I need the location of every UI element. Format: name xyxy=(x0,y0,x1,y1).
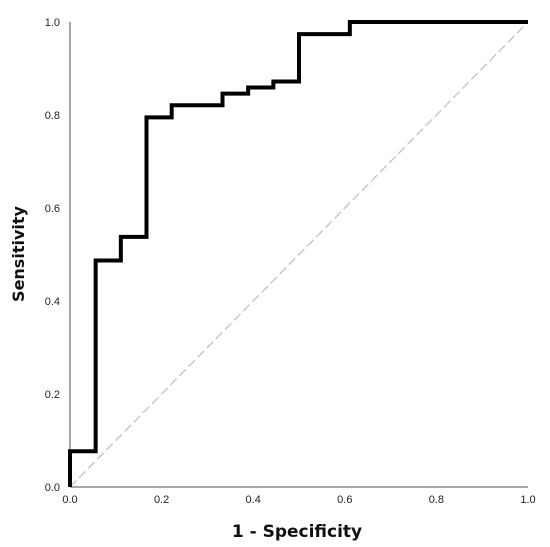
x-tick-label: 0.4 xyxy=(246,494,261,506)
y-tick-label: 0.2 xyxy=(45,389,60,401)
y-axis-title: Sensitivity xyxy=(9,205,28,301)
y-tick-label: 0.6 xyxy=(45,203,60,215)
x-axis-title: 1 - Specificity xyxy=(232,522,362,542)
y-tick-labels: 0.0 0.2 0.4 0.6 0.8 1.0 xyxy=(45,17,60,494)
x-tick-label: 1.0 xyxy=(520,494,535,506)
y-tick-label: 0.0 xyxy=(45,482,60,494)
y-tick-label: 0.4 xyxy=(45,296,60,308)
x-tick-label: 0.0 xyxy=(62,494,77,506)
roc-curve-line xyxy=(68,20,528,487)
y-tick-label: 0.8 xyxy=(45,110,60,122)
x-tick-label: 0.8 xyxy=(429,494,444,506)
plot-area xyxy=(68,20,529,488)
reference-diagonal-line xyxy=(69,21,529,488)
x-tick-labels: 0.0 0.2 0.4 0.6 0.8 1.0 xyxy=(62,494,535,506)
x-tick-label: 0.6 xyxy=(337,494,352,506)
x-tick-label: 0.2 xyxy=(154,494,169,506)
y-tick-label: 1.0 xyxy=(45,17,60,29)
